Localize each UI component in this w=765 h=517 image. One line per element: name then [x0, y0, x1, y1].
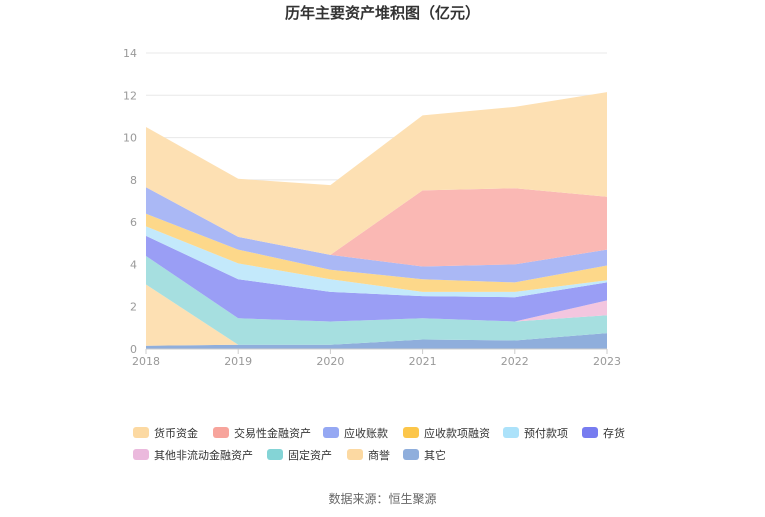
source-note: 数据来源：恒生聚源	[328, 491, 436, 506]
area-series-2	[146, 256, 607, 345]
x-tick-label: 2020	[316, 355, 344, 368]
x-tick-label: 2019	[224, 355, 252, 368]
x-tick-label: 2018	[132, 355, 160, 368]
legend-label: 固定资产	[288, 448, 332, 462]
legend-item[interactable]: 货币资金	[133, 426, 198, 440]
x-tick-label: 2023	[593, 355, 621, 368]
legend-swatch	[347, 449, 363, 460]
legend-swatch	[582, 427, 598, 438]
legend-item[interactable]: 应收款项融资	[403, 426, 490, 440]
legend-label: 货币资金	[154, 426, 198, 440]
y-tick-label: 0	[130, 343, 137, 356]
legend-swatch	[503, 427, 519, 438]
legend-swatch	[323, 427, 339, 438]
area-series-7	[146, 187, 607, 283]
legend-swatch	[213, 427, 229, 438]
legend-label: 预付款项	[524, 426, 568, 440]
legend-label: 应收账款	[344, 426, 388, 440]
legend-item[interactable]: 预付款项	[503, 426, 568, 440]
x-tick-label: 2021	[409, 355, 437, 368]
area-series-0	[146, 333, 607, 349]
legend-item[interactable]: 其它	[403, 448, 446, 462]
y-tick-label: 6	[130, 216, 137, 229]
area-series-1	[146, 284, 607, 346]
y-tick-label: 12	[123, 89, 137, 102]
area-series-9	[146, 92, 607, 255]
legend-label: 应收款项融资	[424, 426, 490, 440]
legend-swatch	[267, 449, 283, 460]
area-series	[146, 92, 607, 349]
legend-swatch	[403, 449, 419, 460]
y-tick-label: 10	[123, 132, 137, 145]
legend-item[interactable]: 固定资产	[267, 448, 332, 462]
area-series-6	[146, 213, 607, 292]
legend-label: 商誉	[368, 448, 390, 462]
area-series-4	[146, 235, 607, 322]
y-tick-label: 2	[130, 301, 137, 314]
axes: 0 2 4 6 8 10 12 14 2018 2019 2020 2021 2022 2023	[123, 47, 621, 368]
y-tick-label: 8	[130, 174, 137, 187]
legend-swatch	[133, 449, 149, 460]
legend-item[interactable]: 其他非流动金融资产	[133, 448, 253, 462]
y-tick-label: 14	[123, 47, 137, 60]
legend-label: 其他非流动金融资产	[154, 448, 253, 462]
legend-swatch	[403, 427, 419, 438]
legend-label: 交易性金融资产	[234, 426, 311, 440]
legend-item[interactable]: 交易性金融资产	[213, 426, 311, 440]
chart-title: 历年主要资产堆积图（亿元）	[285, 4, 480, 22]
legend-label: 存货	[603, 426, 625, 440]
area-series-5	[146, 226, 607, 298]
legend-item[interactable]: 应收账款	[323, 426, 388, 440]
legend-swatch	[133, 427, 149, 438]
legend-item[interactable]: 商誉	[347, 448, 390, 462]
legend-label: 其它	[424, 448, 446, 462]
x-tick-label: 2022	[501, 355, 529, 368]
legend-item[interactable]: 存货	[582, 426, 625, 440]
y-tick-label: 4	[130, 258, 137, 271]
area-series-3	[146, 256, 607, 322]
area-series-8	[146, 187, 607, 267]
